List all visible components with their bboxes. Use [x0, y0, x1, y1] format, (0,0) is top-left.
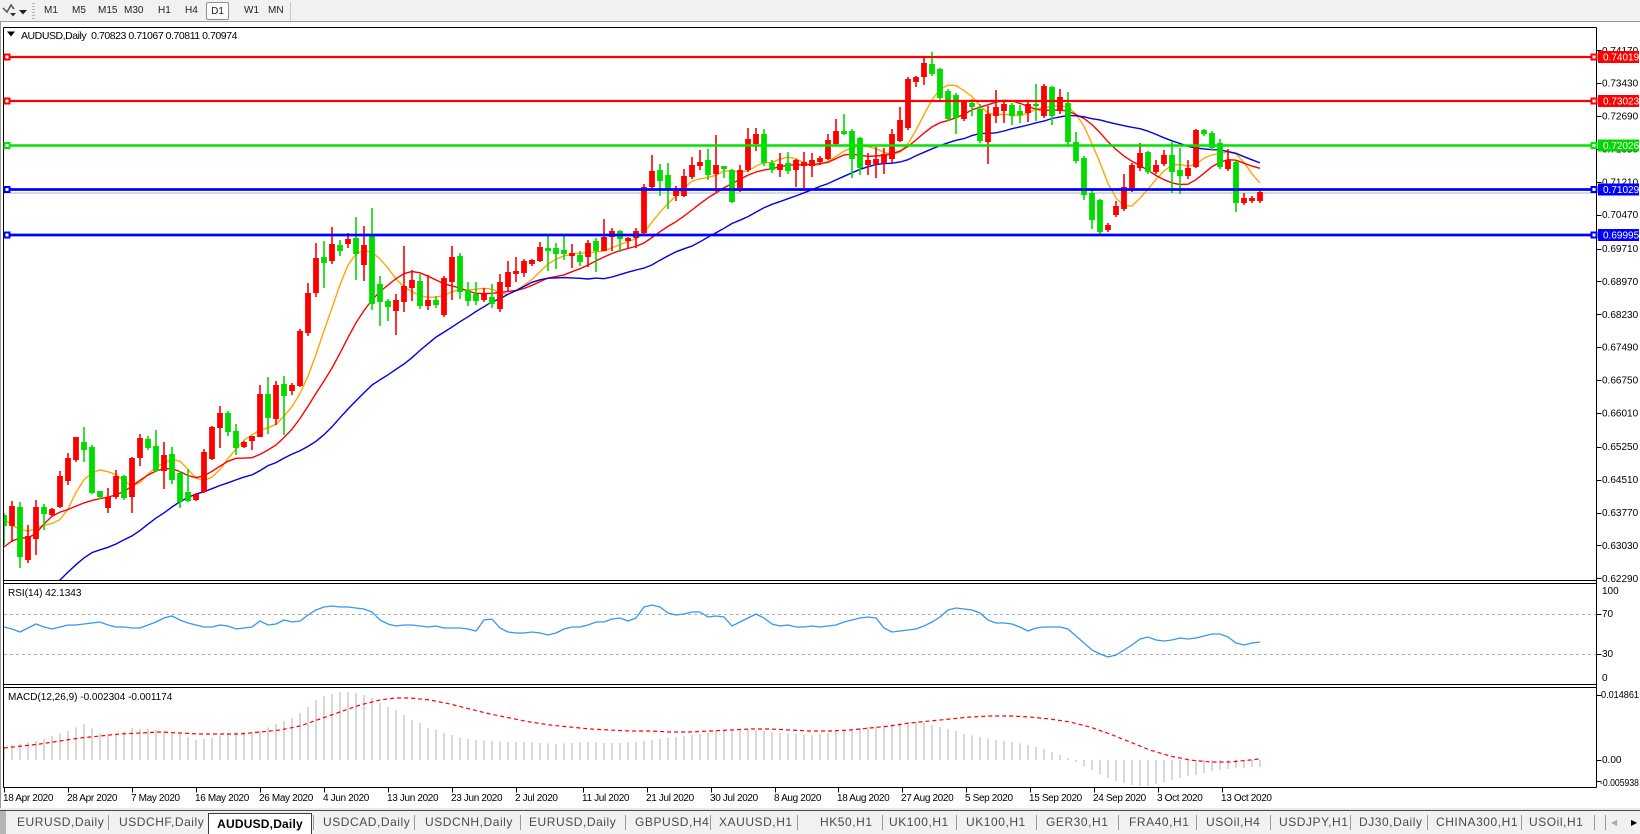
svg-text:0.73430: 0.73430	[1602, 79, 1639, 90]
svg-text:30 Jul 2020: 30 Jul 2020	[710, 793, 759, 804]
svg-text:7 May 2020: 7 May 2020	[131, 793, 181, 804]
svg-text:26 May 2020: 26 May 2020	[259, 793, 314, 804]
svg-text:MACD(12,26,9) -0.002304 -0.001: MACD(12,26,9) -0.002304 -0.001174	[8, 692, 173, 703]
svg-text:0.73023: 0.73023	[1603, 97, 1640, 108]
svg-text:0.63770: 0.63770	[1602, 508, 1639, 519]
svg-text:0.71029: 0.71029	[1603, 185, 1640, 196]
svg-text:23 Jun 2020: 23 Jun 2020	[451, 793, 503, 804]
svg-text:70: 70	[1602, 609, 1614, 620]
svg-text:21 Jul 2020: 21 Jul 2020	[646, 793, 695, 804]
svg-text:0.63030: 0.63030	[1602, 541, 1639, 552]
svg-text:0.014861: 0.014861	[1601, 690, 1639, 701]
svg-text:27 Aug 2020: 27 Aug 2020	[901, 793, 954, 804]
svg-text:13 Jun 2020: 13 Jun 2020	[387, 793, 439, 804]
svg-text:0.69995: 0.69995	[1603, 231, 1640, 242]
svg-text:0.64510: 0.64510	[1602, 475, 1639, 486]
svg-text:11 Jul 2020: 11 Jul 2020	[582, 793, 630, 804]
svg-text:0.68970: 0.68970	[1602, 277, 1639, 288]
svg-text:RSI(14) 42.1343: RSI(14) 42.1343	[8, 588, 82, 599]
svg-text:0.69710: 0.69710	[1602, 244, 1639, 255]
svg-text:5 Sep 2020: 5 Sep 2020	[965, 793, 1013, 804]
svg-text:3 Oct 2020: 3 Oct 2020	[1157, 793, 1203, 804]
svg-text:0.62290: 0.62290	[1602, 574, 1639, 585]
svg-text:4 Jun 2020: 4 Jun 2020	[323, 793, 370, 804]
svg-text:0.72026: 0.72026	[1603, 141, 1640, 152]
svg-text:AUDUSD,Daily 0.70823 0.71067: AUDUSD,Daily 0.70823 0.71067 0.70811 0.7…	[21, 30, 238, 42]
svg-text:0.72690: 0.72690	[1602, 112, 1639, 123]
svg-text:18 Aug 2020: 18 Aug 2020	[837, 793, 890, 804]
svg-text:0.68230: 0.68230	[1602, 310, 1639, 321]
svg-text:24 Sep 2020: 24 Sep 2020	[1093, 793, 1147, 804]
svg-text:0.00: 0.00	[1602, 755, 1622, 766]
svg-text:30: 30	[1602, 649, 1614, 660]
svg-text:0.65250: 0.65250	[1602, 442, 1639, 453]
svg-text:0.71210: 0.71210	[1602, 177, 1639, 188]
svg-text:28 Apr 2020: 28 Apr 2020	[67, 793, 118, 804]
svg-text:-0.005938: -0.005938	[1600, 778, 1639, 789]
svg-text:8 Aug 2020: 8 Aug 2020	[774, 793, 822, 804]
svg-text:0.67490: 0.67490	[1602, 343, 1639, 354]
svg-text:0.70470: 0.70470	[1602, 210, 1639, 221]
svg-text:13 Oct 2020: 13 Oct 2020	[1221, 793, 1272, 804]
svg-text:0.66010: 0.66010	[1602, 409, 1639, 420]
svg-text:0.66750: 0.66750	[1602, 376, 1639, 387]
svg-text:2 Jul 2020: 2 Jul 2020	[515, 793, 558, 804]
svg-text:15 Sep 2020: 15 Sep 2020	[1029, 793, 1083, 804]
svg-text:100: 100	[1602, 586, 1619, 597]
svg-text:0: 0	[1602, 673, 1608, 684]
svg-text:16 May 2020: 16 May 2020	[195, 793, 250, 804]
svg-text:18 Apr 2020: 18 Apr 2020	[3, 793, 54, 804]
svg-text:0.74019: 0.74019	[1603, 53, 1640, 64]
